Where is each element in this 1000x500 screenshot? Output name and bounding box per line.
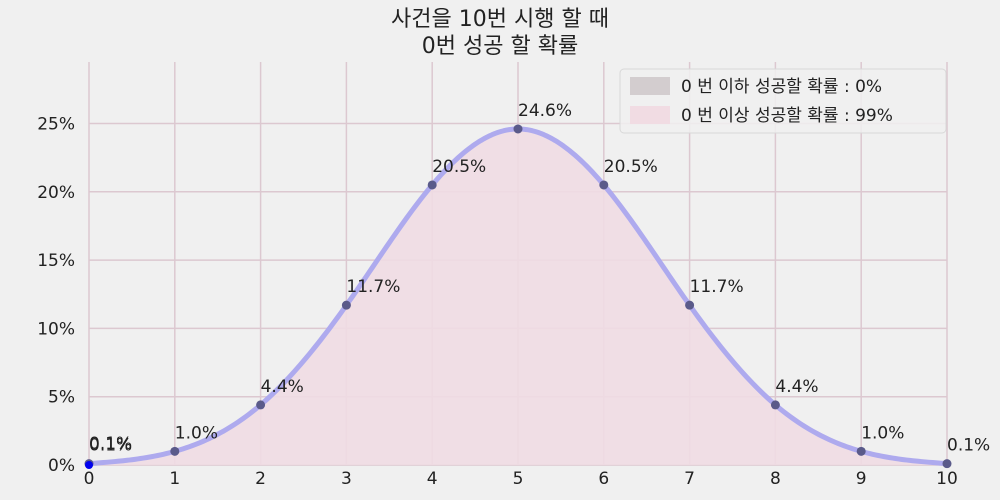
chart-title-line-1: 사건을 10번 시행 할 때 [391, 7, 609, 32]
x-tick-label-5: 5 [513, 469, 524, 489]
data-label-2: 4.4% [261, 377, 304, 397]
data-points [84, 124, 952, 469]
data-point-2 [256, 400, 266, 410]
data-point-7 [685, 300, 695, 310]
x-axis-ticks: 0 1 2 3 4 5 6 7 8 9 10 [84, 469, 958, 489]
x-tick-label-4: 4 [427, 469, 438, 489]
x-tick-label-3: 3 [341, 469, 352, 489]
x-tick-label-8: 8 [770, 469, 781, 489]
highlight-label: 0.1% [89, 434, 132, 454]
area-fill-layer [89, 128, 947, 465]
data-label-5: 24.6% [518, 101, 572, 121]
x-tick-label-2: 2 [255, 469, 266, 489]
data-point-10 [942, 459, 952, 469]
data-label-0: 0.1% [89, 436, 132, 456]
highlight-point [85, 461, 93, 469]
probability-area-fill [89, 128, 947, 465]
y-tick-label-4: 20% [37, 183, 75, 203]
chart-title-line-2: 0번 성공 할 확률 [422, 34, 578, 59]
data-label-4: 20.5% [432, 157, 486, 177]
y-tick-label-2: 10% [37, 319, 75, 339]
y-tick-label-3: 15% [37, 251, 75, 271]
legend-label-above: 0 번 이상 성공할 확률 : 99% [681, 106, 893, 126]
y-tick-label-5: 25% [37, 114, 75, 134]
data-point-5 [513, 124, 523, 134]
y-tick-label-0: 0% [48, 456, 75, 476]
y-axis-ticks: 0% 5% 10% 15% 20% 25% [37, 114, 75, 476]
x-tick-label-10: 10 [936, 469, 958, 489]
data-label-8: 4.4% [775, 377, 818, 397]
legend-swatch-above [630, 106, 670, 124]
data-point-1 [170, 446, 180, 456]
data-point-9 [856, 446, 866, 456]
data-labels: 0.1% 1.0% 4.4% 11.7% 20.5% 24.6% 20.5% 11.7% 4.4… [89, 101, 990, 456]
legend-box [619, 68, 947, 134]
data-label-7: 11.7% [690, 277, 744, 297]
data-label-3: 11.7% [346, 277, 400, 297]
data-label-1: 1.0% [175, 423, 218, 443]
data-point-4 [427, 180, 437, 190]
x-tick-label-0: 0 [84, 469, 95, 489]
x-tick-label-7: 7 [684, 469, 695, 489]
data-label-6: 20.5% [604, 157, 658, 177]
legend: 0 번 이하 성공할 확률 : 0% 0 번 이상 성공할 확률 : 99% [619, 68, 947, 134]
legend-label-below: 0 번 이하 성공할 확률 : 0% [681, 77, 882, 97]
x-tick-label-6: 6 [598, 469, 609, 489]
data-label-10: 0.1% [947, 436, 990, 456]
data-label-9: 1.0% [861, 423, 904, 443]
data-point-6 [599, 180, 609, 190]
x-tick-label-9: 9 [856, 469, 867, 489]
x-tick-label-1: 1 [169, 469, 180, 489]
legend-swatch-below [630, 77, 670, 95]
y-tick-label-1: 5% [48, 388, 75, 408]
data-point-3 [341, 300, 351, 310]
data-point-8 [770, 400, 780, 410]
